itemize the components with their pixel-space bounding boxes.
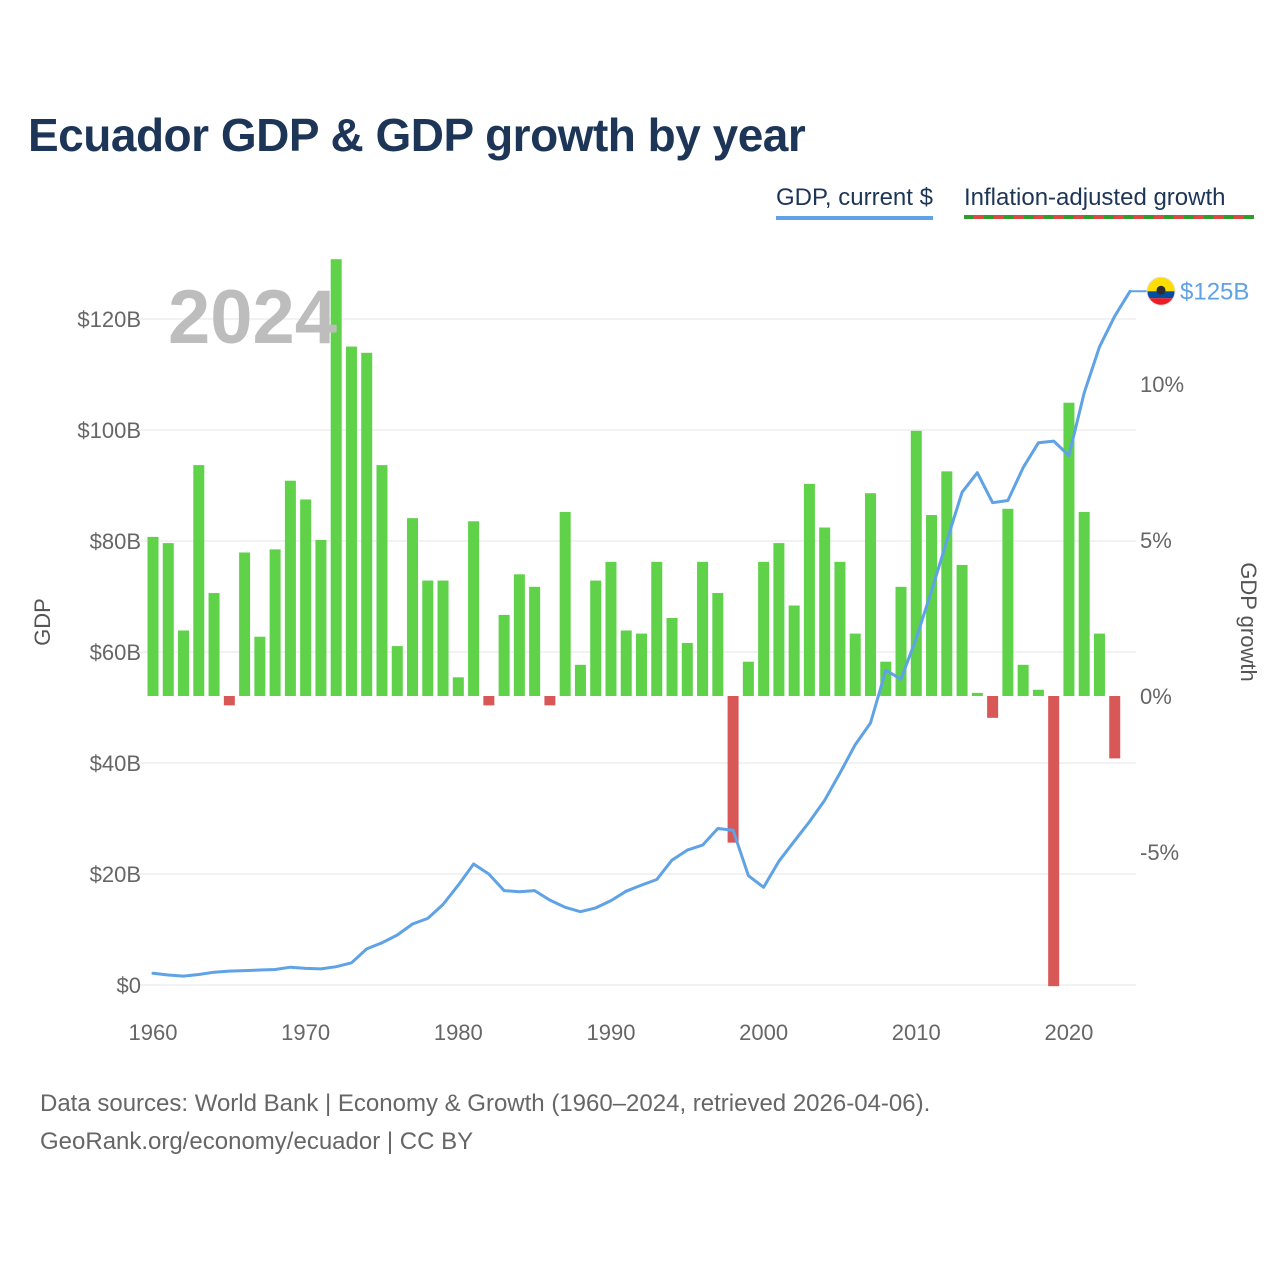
growth-bar <box>422 580 434 696</box>
growth-bar <box>513 574 525 696</box>
footer-sources: Data sources: World Bank | Economy & Gro… <box>40 1090 931 1117</box>
left-tick-label: $20B <box>90 862 141 887</box>
end-value-label: $125B <box>1180 278 1249 305</box>
growth-bars <box>147 259 1121 987</box>
x-tick-label: 1990 <box>586 1020 635 1045</box>
x-tick-label: 2000 <box>739 1020 788 1045</box>
growth-bar <box>697 561 709 696</box>
growth-bar <box>727 696 739 843</box>
growth-bar <box>345 346 357 696</box>
growth-bar <box>849 633 861 696</box>
left-tick-label: $80B <box>90 529 141 554</box>
growth-bar <box>880 661 892 696</box>
growth-bar <box>330 259 342 696</box>
growth-bar <box>498 614 510 696</box>
growth-bar <box>1063 402 1075 696</box>
growth-bar <box>758 561 770 696</box>
x-tick-label: 2020 <box>1044 1020 1093 1045</box>
growth-bar <box>956 564 968 696</box>
growth-bar <box>941 471 953 696</box>
growth-bar <box>1002 508 1014 696</box>
growth-bar <box>1093 633 1105 696</box>
growth-bar <box>1048 696 1060 987</box>
growth-bar <box>559 511 571 696</box>
right-tick-label: 5% <box>1140 528 1172 553</box>
growth-bar <box>468 521 480 696</box>
growth-bar <box>1017 664 1029 696</box>
right-tick-label: 10% <box>1140 372 1184 397</box>
x-tick-label: 2010 <box>892 1020 941 1045</box>
growth-bar <box>361 352 373 696</box>
growth-bar <box>239 552 251 696</box>
growth-bar <box>742 661 754 696</box>
gdp-line-path <box>151 289 1132 978</box>
growth-bar <box>819 527 831 696</box>
growth-bar <box>773 543 785 696</box>
growth-bar <box>544 696 556 706</box>
growth-bar <box>147 536 159 696</box>
growth-bar <box>300 499 312 696</box>
growth-bar <box>178 630 190 696</box>
growth-bar <box>208 593 220 696</box>
gdp-line: $125B <box>151 276 1249 978</box>
growth-bar <box>605 561 617 696</box>
x-tick-label: 1970 <box>281 1020 330 1045</box>
growth-bar <box>987 696 999 718</box>
growth-bar <box>452 677 464 696</box>
chart-title: Ecuador GDP & GDP growth by year <box>28 109 806 161</box>
growth-bar <box>590 580 602 696</box>
axes: 2024 $0 $20B $40B $60B $80B $100B $120B -5% 0% 5% 1… <box>30 275 1261 1045</box>
growth-bar <box>864 493 876 696</box>
growth-bar <box>284 480 296 696</box>
right-tick-label: 0% <box>1140 684 1172 709</box>
growth-bar <box>254 636 266 696</box>
legend-growth-swatch <box>964 215 1254 219</box>
growth-bar <box>620 630 632 696</box>
growth-bar <box>895 586 907 696</box>
x-tick-label: 1980 <box>434 1020 483 1045</box>
growth-bar <box>223 696 235 706</box>
growth-bar <box>1032 689 1044 696</box>
growth-bar <box>315 540 327 696</box>
right-tick-label: -5% <box>1140 840 1179 865</box>
growth-bar <box>926 515 938 696</box>
growth-bar <box>712 593 724 696</box>
left-tick-label: $0 <box>117 973 141 998</box>
growth-bar <box>529 586 541 696</box>
footer-attribution: GeoRank.org/economy/ecuador | CC BY <box>40 1128 474 1155</box>
growth-bar <box>636 633 647 696</box>
growth-bar <box>971 692 983 696</box>
left-tick-label: $120B <box>77 307 141 332</box>
legend-growth[interactable]: Inflation-adjusted growth <box>964 184 1226 211</box>
ecuador-flag-icon <box>1147 277 1175 306</box>
growth-bar <box>269 549 281 696</box>
left-tick-label: $60B <box>90 640 141 665</box>
growth-bar <box>407 518 419 696</box>
growth-bar <box>651 561 663 696</box>
growth-bar <box>391 646 403 696</box>
growth-bar <box>666 618 678 696</box>
legend-gdp[interactable]: GDP, current $ <box>776 184 933 220</box>
right-axis-title: GDP growth <box>1236 562 1261 681</box>
growth-bar <box>788 605 800 696</box>
left-axis-title: GDP <box>30 598 55 646</box>
growth-bar <box>834 561 846 696</box>
growth-bar <box>910 430 922 696</box>
growth-bar <box>1078 511 1090 696</box>
left-tick-label: $100B <box>77 418 141 443</box>
growth-bar <box>803 483 815 696</box>
growth-bar <box>162 543 174 696</box>
growth-bar <box>681 642 693 696</box>
current-year-label: 2024 <box>168 275 337 360</box>
x-tick-label: 1960 <box>129 1020 178 1045</box>
growth-bar <box>1109 696 1121 759</box>
growth-bar <box>483 696 495 706</box>
left-tick-label: $40B <box>90 751 141 776</box>
growth-bar <box>193 465 205 696</box>
growth-bar <box>574 664 586 696</box>
growth-bar <box>376 465 388 696</box>
growth-bar <box>437 580 449 696</box>
